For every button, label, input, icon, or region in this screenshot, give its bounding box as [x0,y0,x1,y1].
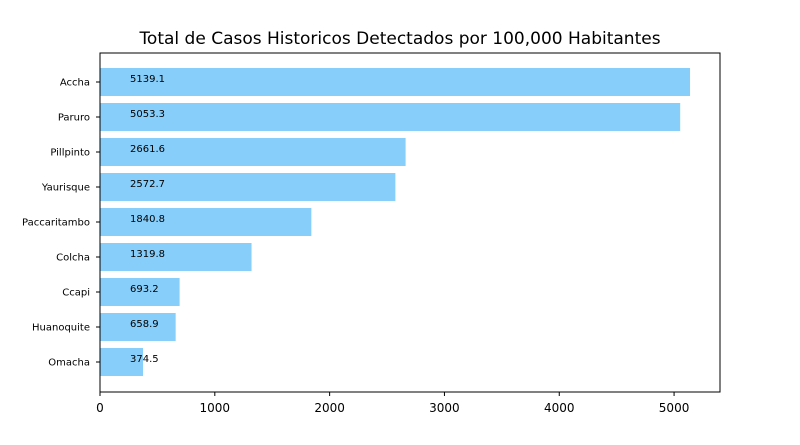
y-tick-label: Colcha [56,253,90,264]
x-axis: 0 1000 2000 3000 4000 5000 [96,392,689,415]
data-label: 5139.1 [130,74,165,85]
data-label: 1319.8 [130,249,165,260]
data-label: 374.5 [130,354,159,365]
x-tick-label: 0 [96,401,104,415]
data-label: 658.9 [130,319,159,330]
y-tick-label: Yaurisque [41,183,90,194]
y-tick-label: Huanoquite [32,323,90,334]
y-tick-label: Accha [60,78,90,89]
x-tick-label: 2000 [314,401,345,415]
bar-pillpinto [100,138,406,166]
y-tick-label: Paruro [58,113,90,124]
bar-yaurisque [100,173,396,201]
y-axis: Accha Paruro Pillpinto Yaurisque Paccaritamb… [22,78,100,369]
y-tick-label: Pillpinto [50,148,90,159]
bar-paruro [100,103,681,131]
bar-accha [100,68,691,96]
x-tick-label: 4000 [544,401,575,415]
y-tick-label: Omacha [48,358,90,369]
data-label: 2572.7 [130,179,165,190]
bar-ccapi [100,278,180,306]
x-tick-label: 1000 [200,401,231,415]
y-tick-label: Paccaritambo [22,218,90,229]
bar-huanoquite [100,313,176,341]
bar-omacha [100,348,143,376]
bars-layer [100,68,691,376]
data-label: 1840.8 [130,214,165,225]
data-label: 2661.6 [130,144,165,155]
chart-title: Total de Casos Historicos Detectados por… [138,29,660,49]
x-tick-label: 3000 [429,401,460,415]
bar-colcha [100,243,252,271]
data-label: 5053.3 [130,109,165,120]
bar-paccaritambo [100,208,312,236]
data-label: 693.2 [130,284,159,295]
y-tick-label: Ccapi [62,288,90,299]
x-tick-label: 5000 [659,401,690,415]
data-labels-layer: 5139.1 5053.3 2661.6 2572.7 1840.8 1319.8 693.… [130,74,165,365]
